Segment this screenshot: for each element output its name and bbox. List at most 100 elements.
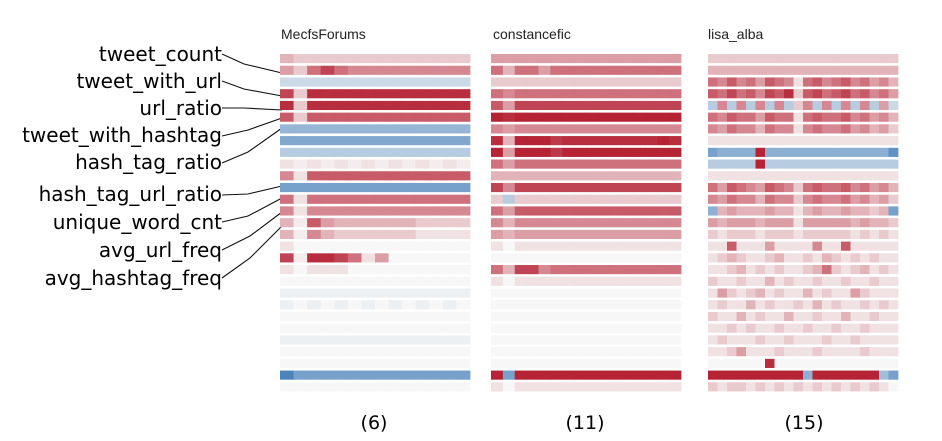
heatmap-cell bbox=[879, 229, 889, 239]
heatmap-cell bbox=[669, 171, 682, 181]
heatmap-cell bbox=[633, 218, 646, 228]
heatmap-cell bbox=[334, 182, 349, 193]
heatmap-cell bbox=[442, 89, 457, 99]
heatmap-cell bbox=[597, 194, 611, 204]
heatmap-cell bbox=[586, 370, 599, 380]
heatmap-cell bbox=[621, 89, 634, 99]
heatmap-cell bbox=[538, 347, 551, 357]
heatmap-cell bbox=[361, 89, 376, 99]
heatmap-cell bbox=[888, 382, 899, 392]
heatmap-cell bbox=[574, 241, 587, 251]
heatmap-cell bbox=[307, 77, 322, 87]
heatmap-cell bbox=[633, 311, 646, 322]
heatmap-cell bbox=[645, 194, 658, 204]
heatmap-cell bbox=[307, 276, 322, 286]
heatmap-cell bbox=[429, 54, 444, 64]
heatmap-cell bbox=[526, 136, 539, 146]
heatmap-cell bbox=[502, 358, 516, 368]
heatmap-cell bbox=[793, 65, 804, 75]
heatmap-cell bbox=[860, 54, 870, 64]
heatmap-cell bbox=[456, 335, 471, 345]
heatmap-cell bbox=[717, 147, 728, 157]
heatmap-cell bbox=[514, 89, 528, 99]
heatmap-cell bbox=[514, 358, 528, 368]
panel-cells bbox=[280, 54, 471, 392]
heatmap-cell bbox=[586, 182, 599, 193]
heatmap-cell bbox=[803, 335, 813, 345]
heatmap-cell bbox=[280, 300, 294, 310]
heatmap-cell bbox=[812, 382, 823, 392]
heatmap-cell bbox=[879, 100, 889, 111]
heatmap-cell bbox=[621, 159, 634, 169]
heatmap-cell bbox=[645, 112, 658, 122]
heatmap-cell bbox=[869, 65, 880, 75]
leader-line-tweet-with-hashtag bbox=[221, 117, 283, 137]
heatmap-cell bbox=[415, 77, 430, 87]
heatmap-cell bbox=[746, 206, 756, 216]
heatmap-cell bbox=[860, 229, 870, 239]
heatmap-cell bbox=[708, 382, 718, 392]
heatmap-cell bbox=[550, 194, 563, 204]
heatmap-cell bbox=[415, 241, 430, 251]
heatmap-cell bbox=[361, 358, 376, 368]
heatmap-cell bbox=[502, 241, 516, 251]
heatmap-cell bbox=[633, 253, 646, 263]
heatmap-cell bbox=[609, 276, 623, 286]
heatmap-cell bbox=[538, 382, 551, 392]
heatmap-cell bbox=[597, 241, 611, 251]
feature-label-unique-word-cnt: unique_word_cnt bbox=[53, 210, 222, 234]
heatmap-cell bbox=[597, 288, 611, 298]
heatmap-cell bbox=[538, 65, 551, 75]
heatmap-cell bbox=[708, 77, 718, 87]
heatmap-cell bbox=[736, 382, 747, 392]
heatmap-cell bbox=[293, 323, 308, 333]
heatmap-cell bbox=[869, 382, 880, 392]
heatmap-cell bbox=[293, 276, 308, 286]
heatmap-cell bbox=[717, 218, 728, 228]
heatmap-cell bbox=[784, 100, 794, 111]
heatmap-cell bbox=[320, 382, 335, 392]
heatmap-cell bbox=[307, 382, 322, 392]
heatmap-cell bbox=[562, 300, 575, 310]
heatmap-cell bbox=[755, 323, 766, 333]
heatmap-cell bbox=[609, 159, 623, 169]
heatmap-cell bbox=[388, 206, 403, 216]
heatmap-cell bbox=[717, 54, 728, 64]
heatmap-cell bbox=[307, 265, 322, 275]
heatmap-cell bbox=[736, 124, 747, 134]
heatmap-cell bbox=[280, 124, 294, 134]
heatmap-cell bbox=[293, 382, 308, 392]
heatmap-cell bbox=[402, 323, 417, 333]
heatmap-cell bbox=[456, 241, 471, 251]
heatmap-cell bbox=[502, 171, 516, 181]
heatmap-cell bbox=[708, 241, 718, 251]
heatmap-cell bbox=[491, 147, 504, 157]
heatmap-cell bbox=[586, 358, 599, 368]
heatmap-cell bbox=[442, 124, 457, 134]
heatmap-cell bbox=[347, 311, 362, 322]
heatmap-cell bbox=[869, 100, 880, 111]
heatmap-cell bbox=[755, 159, 766, 169]
heatmap-cell bbox=[774, 159, 785, 169]
heatmap-cell bbox=[293, 218, 308, 228]
heatmap-cell bbox=[307, 229, 322, 239]
heatmap-cell bbox=[491, 323, 504, 333]
heatmap-cell bbox=[597, 335, 611, 345]
heatmap-cell bbox=[888, 265, 899, 275]
heatmap-cell bbox=[538, 159, 551, 169]
heatmap-cell bbox=[645, 100, 658, 111]
heatmap-cell bbox=[850, 253, 861, 263]
heatmap-cell bbox=[812, 241, 823, 251]
heatmap-cell bbox=[280, 147, 294, 157]
heatmap-cell bbox=[755, 382, 766, 392]
heatmap-cell bbox=[388, 311, 403, 322]
heatmap-cell bbox=[746, 288, 756, 298]
heatmap-cell bbox=[736, 218, 747, 228]
heatmap-cell bbox=[526, 370, 539, 380]
heatmap-cell bbox=[793, 147, 804, 157]
heatmap-cell bbox=[456, 288, 471, 298]
heatmap-cell bbox=[621, 335, 634, 345]
heatmap-cell bbox=[597, 311, 611, 322]
heatmap-cell bbox=[320, 229, 335, 239]
heatmap-cell bbox=[822, 124, 832, 134]
